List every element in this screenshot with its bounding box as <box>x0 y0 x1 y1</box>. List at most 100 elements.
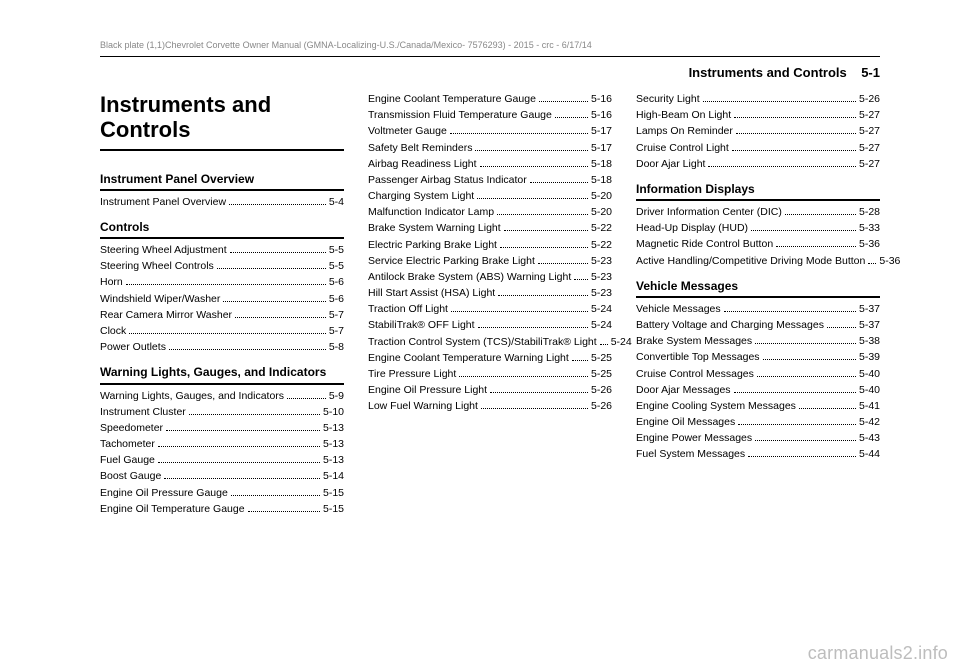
toc-dots <box>530 174 588 182</box>
toc-page: 5-13 <box>323 453 344 467</box>
toc-label: Fuel Gauge <box>100 453 155 467</box>
toc-page: 5-20 <box>591 205 612 219</box>
toc-page: 5-36 <box>879 254 900 268</box>
toc-item: Rear Camera Mirror Washer 5-7 <box>100 308 344 322</box>
toc-item: Engine Power Messages5-43 <box>636 431 880 445</box>
toc-page: 5-23 <box>591 286 612 300</box>
toc-dots <box>158 455 320 463</box>
toc-page: 5-9 <box>329 389 344 403</box>
toc-page: 5-27 <box>859 108 880 122</box>
toc-label: Transmission Fluid Temperature Gauge <box>368 108 552 122</box>
toc-label: Steering Wheel Adjustment <box>100 243 227 257</box>
rule-top <box>100 56 880 57</box>
toc-page: 5-43 <box>859 431 880 445</box>
toc-dots <box>169 342 326 350</box>
toc-dots <box>748 449 856 457</box>
toc-item: Tire Pressure Light5-25 <box>368 367 612 381</box>
toc-dots <box>763 352 856 360</box>
toc-item: Hill Start Assist (HSA) Light5-23 <box>368 286 612 300</box>
toc-label: Antilock Brake System (ABS) Warning Ligh… <box>368 270 571 284</box>
toc-label: Engine Cooling System Messages <box>636 399 796 413</box>
toc-label: Low Fuel Warning Light <box>368 399 478 413</box>
toc-dots <box>189 406 320 414</box>
toc-dots <box>223 293 325 301</box>
toc-page: 5-15 <box>323 502 344 516</box>
toc-page: 5-27 <box>859 124 880 138</box>
toc-item: Steering Wheel Controls5-5 <box>100 259 344 273</box>
toc-dots <box>164 471 320 479</box>
toc-page: 5-26 <box>591 383 612 397</box>
toc-dots <box>497 207 588 215</box>
toc-label: Head-Up Display (HUD) <box>636 221 748 235</box>
toc-label: Door Ajar Light <box>636 157 705 171</box>
toc-item: Fuel System Messages5-44 <box>636 447 880 461</box>
toc-label: Passenger Airbag Status Indicator <box>368 173 527 187</box>
toc-item: Service Electric Parking Brake Light5-23 <box>368 254 612 268</box>
toc-dots <box>751 223 856 231</box>
watermark: carmanuals2.info <box>808 643 948 664</box>
toc-label: Security Light <box>636 92 700 106</box>
toc-item: Vehicle Messages5-37 <box>636 302 880 316</box>
toc-item: Engine Oil Pressure Light5-26 <box>368 383 612 397</box>
section-heading: Information Displays <box>636 181 880 201</box>
toc-label: Active Handling/Competitive Driving Mode… <box>636 254 865 268</box>
toc-page: 5-42 <box>859 415 880 429</box>
toc-label: Power Outlets <box>100 340 166 354</box>
toc-item: Antilock Brake System (ABS) Warning Ligh… <box>368 270 612 284</box>
toc-label: Instrument Cluster <box>100 405 186 419</box>
toc-page: 5-33 <box>859 221 880 235</box>
toc-page: 5-13 <box>323 421 344 435</box>
toc-item: Instrument Panel Overview5-4 <box>100 195 344 209</box>
toc-dots <box>539 94 588 102</box>
toc-page: 5-36 <box>859 237 880 251</box>
toc-dots <box>755 336 856 344</box>
toc-dots <box>229 196 326 204</box>
toc-label: Steering Wheel Controls <box>100 259 214 273</box>
toc-page: 5-7 <box>329 324 344 338</box>
toc-item: Passenger Airbag Status Indicator 5-18 <box>368 173 612 187</box>
toc-dots <box>287 390 326 398</box>
toc-dots <box>459 369 588 377</box>
toc-item: Convertible Top Messages5-39 <box>636 350 880 364</box>
column-3: Security Light5-26High-Beam On Light5-27… <box>636 92 880 518</box>
toc-item: Door Ajar Messages5-40 <box>636 383 880 397</box>
toc-page: 5-28 <box>859 205 880 219</box>
toc-page: 5-24 <box>591 318 612 332</box>
toc-label: Brake System Messages <box>636 334 752 348</box>
toc-dots <box>498 288 588 296</box>
toc-page: 5-17 <box>591 124 612 138</box>
toc-page: 5-27 <box>859 157 880 171</box>
toc-dots <box>248 503 320 511</box>
toc-page: 5-7 <box>329 308 344 322</box>
toc-item: Lamps On Reminder5-27 <box>636 124 880 138</box>
toc-dots <box>724 304 856 312</box>
toc-item: Airbag Readiness Light5-18 <box>368 157 612 171</box>
toc-dots <box>734 110 856 118</box>
toc-label: Cruise Control Light <box>636 141 729 155</box>
toc-dots <box>785 207 856 215</box>
toc-item: Safety Belt Reminders5-17 <box>368 141 612 155</box>
toc-dots <box>217 261 326 269</box>
page-header-number: 5-1 <box>861 65 880 80</box>
toc-dots <box>504 223 588 231</box>
toc-page: 5-18 <box>591 173 612 187</box>
toc-item: Brake System Warning Light5-22 <box>368 221 612 235</box>
toc-label: High-Beam On Light <box>636 108 731 122</box>
toc-item: Engine Coolant Temperature Warning Light… <box>368 351 612 365</box>
toc-item: Low Fuel Warning Light5-26 <box>368 399 612 413</box>
toc-label: Rear Camera Mirror Washer <box>100 308 232 322</box>
toc-label: Windshield Wiper/Washer <box>100 292 220 306</box>
toc-page: 5-10 <box>323 405 344 419</box>
toc-dots <box>827 320 856 328</box>
toc-label: Convertible Top Messages <box>636 350 760 364</box>
toc-page: 5-37 <box>859 318 880 332</box>
toc-label: Tachometer <box>100 437 155 451</box>
toc-page: 5-14 <box>323 469 344 483</box>
toc-label: Safety Belt Reminders <box>368 141 472 155</box>
toc-item: Active Handling/Competitive Driving Mode… <box>636 254 880 268</box>
toc-item: StabiliTrak® OFF Light5-24 <box>368 318 612 332</box>
toc-item: Fuel Gauge 5-13 <box>100 453 344 467</box>
toc-dots <box>708 158 856 166</box>
toc-page: 5-25 <box>591 351 612 365</box>
toc-label: Charging System Light <box>368 189 474 203</box>
